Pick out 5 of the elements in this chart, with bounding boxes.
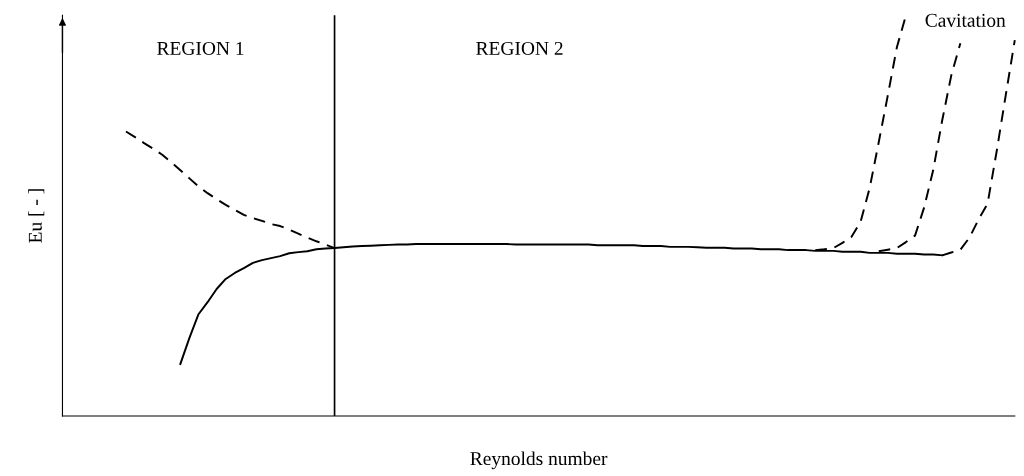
annotation: Cavitation [925, 13, 1006, 27]
annotation: REGION 1 [157, 41, 244, 55]
annotation: REGION 2 [476, 41, 563, 55]
x-axis-title: Reynolds number [470, 451, 608, 470]
y-axis-title: Eu [ - ] [28, 189, 45, 243]
